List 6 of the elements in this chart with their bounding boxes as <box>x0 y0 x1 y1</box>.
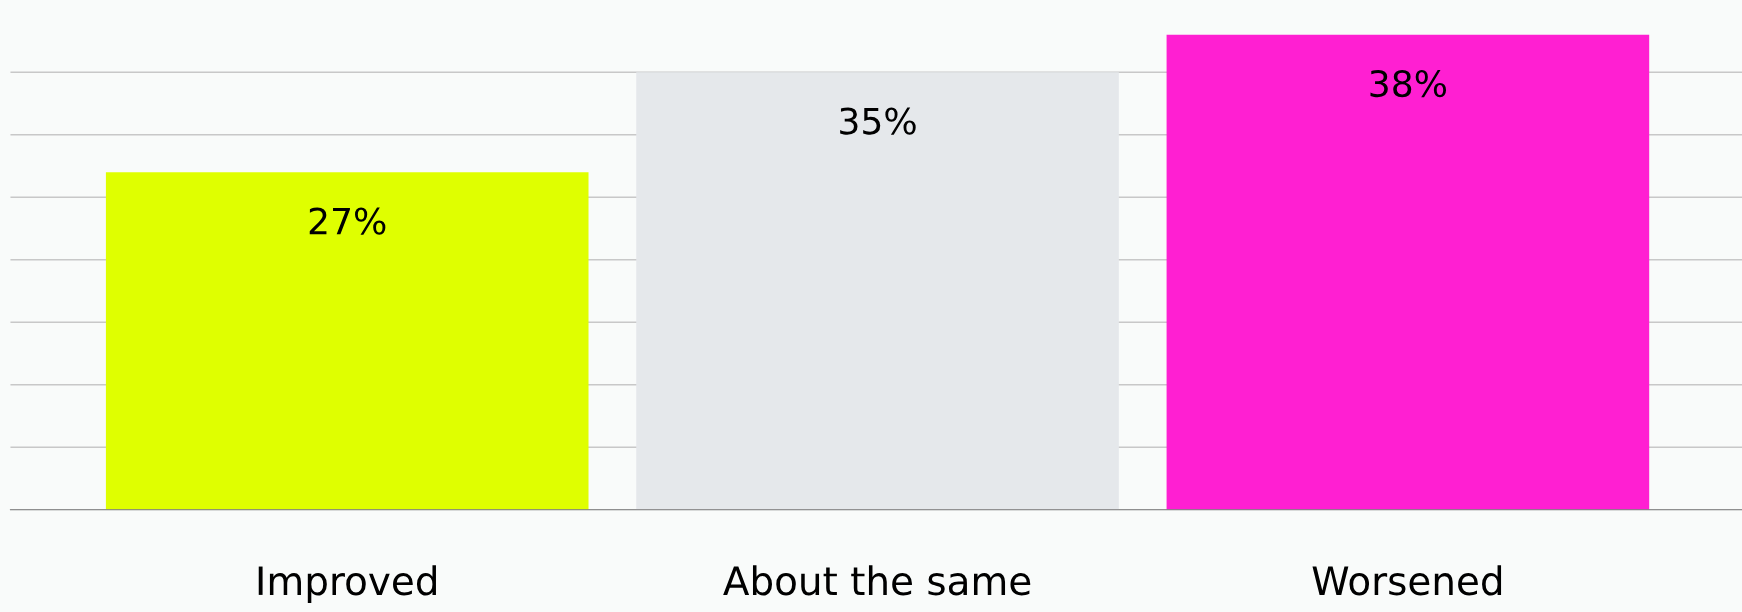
x-tick-label: Worsened <box>1312 565 1502 596</box>
data-label: 27% <box>309 207 386 235</box>
x-tick-label: Improved <box>258 565 436 603</box>
data-label: 38% <box>1370 69 1447 98</box>
data-label: 35% <box>840 107 916 135</box>
x-tick-label: About the same <box>723 565 1031 596</box>
